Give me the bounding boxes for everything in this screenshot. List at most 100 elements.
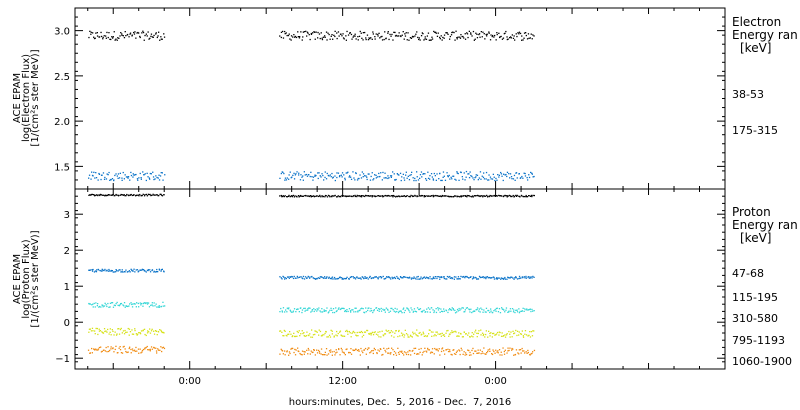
data-point bbox=[396, 195, 398, 197]
data-point bbox=[160, 305, 162, 308]
data-point bbox=[94, 306, 96, 308]
data-point bbox=[131, 269, 133, 271]
data-point bbox=[143, 269, 145, 271]
data-point bbox=[518, 275, 521, 278]
data-point bbox=[109, 270, 111, 272]
data-point bbox=[362, 176, 364, 178]
data-point bbox=[406, 39, 408, 41]
data-point bbox=[304, 307, 306, 309]
data-point bbox=[427, 347, 429, 350]
data-point bbox=[518, 334, 520, 336]
data-point bbox=[487, 179, 489, 181]
data-point bbox=[344, 277, 346, 280]
data-point bbox=[473, 195, 475, 197]
data-point bbox=[495, 39, 497, 41]
data-point bbox=[384, 278, 386, 280]
data-point bbox=[480, 329, 482, 331]
data-point bbox=[509, 37, 511, 39]
data-point bbox=[391, 195, 393, 197]
data-point bbox=[145, 271, 147, 273]
data-point bbox=[302, 175, 304, 177]
data-point bbox=[303, 171, 305, 173]
data-point bbox=[472, 30, 475, 33]
data-point bbox=[421, 32, 423, 34]
data-point bbox=[479, 171, 482, 173]
data-point bbox=[328, 276, 330, 278]
data-point bbox=[472, 310, 474, 313]
data-point bbox=[459, 196, 461, 198]
data-point bbox=[320, 196, 322, 198]
data-point bbox=[432, 331, 434, 333]
electron-legend-entry: 38-53 bbox=[732, 88, 764, 101]
data-point bbox=[453, 331, 455, 333]
data-point bbox=[518, 353, 520, 355]
data-point bbox=[452, 349, 454, 351]
data-point bbox=[157, 349, 160, 351]
data-point bbox=[119, 349, 122, 351]
data-point bbox=[314, 330, 316, 332]
data-point bbox=[364, 31, 366, 34]
data-point bbox=[132, 333, 135, 335]
data-point bbox=[313, 308, 315, 310]
data-point bbox=[345, 348, 347, 351]
data-point bbox=[487, 195, 489, 197]
electron-legend-title-line: [keV] bbox=[740, 41, 771, 55]
data-point bbox=[108, 350, 110, 353]
data-point bbox=[482, 276, 484, 278]
data-point bbox=[149, 193, 151, 196]
data-point bbox=[336, 172, 338, 174]
data-point bbox=[416, 276, 418, 278]
data-point bbox=[311, 309, 313, 311]
data-point bbox=[432, 178, 434, 180]
data-point bbox=[356, 194, 358, 197]
data-point bbox=[105, 304, 107, 306]
data-point bbox=[518, 308, 520, 310]
data-point bbox=[521, 35, 523, 37]
data-point bbox=[532, 34, 534, 36]
data-point bbox=[325, 195, 327, 197]
data-point bbox=[297, 195, 300, 197]
data-point bbox=[445, 32, 447, 34]
data-point bbox=[280, 277, 282, 279]
data-point bbox=[359, 354, 361, 356]
data-point bbox=[446, 172, 448, 174]
data-point bbox=[377, 33, 379, 36]
data-point bbox=[439, 278, 441, 280]
data-point bbox=[89, 30, 91, 32]
data-point bbox=[320, 276, 322, 278]
data-point bbox=[109, 349, 111, 352]
data-point bbox=[318, 307, 320, 309]
data-point bbox=[504, 336, 507, 338]
data-point bbox=[109, 179, 111, 181]
data-point bbox=[130, 174, 133, 177]
data-point bbox=[427, 349, 429, 351]
data-point bbox=[407, 175, 409, 177]
data-point bbox=[338, 307, 340, 309]
data-point bbox=[317, 172, 319, 174]
data-point bbox=[341, 35, 343, 37]
data-point bbox=[403, 38, 405, 40]
data-point bbox=[442, 176, 444, 178]
data-point bbox=[88, 36, 90, 39]
data-point bbox=[306, 277, 308, 279]
data-point bbox=[293, 34, 295, 36]
data-point bbox=[514, 179, 516, 181]
data-point bbox=[422, 277, 424, 279]
data-point bbox=[512, 348, 514, 350]
data-point bbox=[98, 346, 101, 349]
data-point bbox=[491, 35, 493, 38]
data-point bbox=[135, 269, 137, 271]
data-point bbox=[287, 34, 290, 37]
data-point bbox=[130, 302, 132, 304]
data-point bbox=[366, 276, 368, 279]
data-point bbox=[114, 331, 116, 333]
data-point bbox=[287, 308, 289, 310]
data-point bbox=[336, 176, 338, 179]
data-point bbox=[408, 39, 410, 41]
data-point bbox=[477, 332, 479, 335]
data-point bbox=[411, 336, 413, 338]
data-point bbox=[121, 271, 123, 273]
data-point bbox=[110, 269, 112, 272]
data-point bbox=[349, 175, 351, 177]
data-point bbox=[381, 39, 384, 41]
